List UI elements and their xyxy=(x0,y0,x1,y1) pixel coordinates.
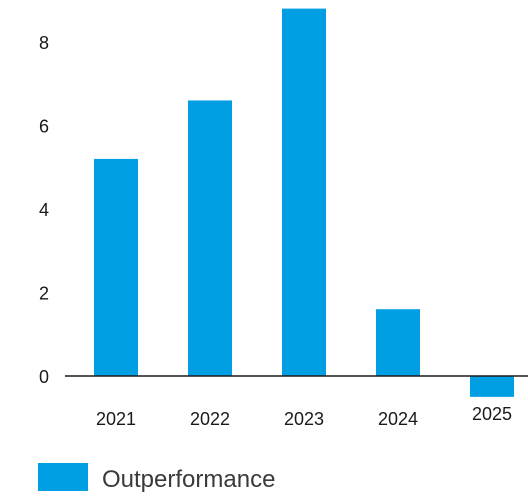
x-tick-label: 2024 xyxy=(378,409,418,429)
x-tick-label: 2025 xyxy=(472,404,512,424)
bar-2021 xyxy=(94,158,138,376)
bars-group xyxy=(94,8,514,397)
x-tick-label: 2022 xyxy=(190,409,230,429)
bar-2025 xyxy=(470,376,514,397)
legend-label: Outperformance xyxy=(102,466,275,493)
legend: Outperformance xyxy=(38,463,275,493)
x-tick-label: 2023 xyxy=(284,409,324,429)
x-tick-label: 2021 xyxy=(96,409,136,429)
legend-swatch xyxy=(38,463,88,491)
y-tick-label: 8 xyxy=(39,33,49,53)
y-axis: 0 2 4 6 8 xyxy=(39,33,49,387)
y-tick-label: 6 xyxy=(39,117,49,137)
y-tick-label: 0 xyxy=(39,367,49,387)
bar-2024 xyxy=(376,309,420,376)
y-tick-label: 4 xyxy=(39,200,49,220)
x-axis: 2021 2022 2023 2024 2025 xyxy=(96,404,512,429)
y-tick-label: 2 xyxy=(39,284,49,304)
bar-2023 xyxy=(282,8,326,376)
bar-2022 xyxy=(188,100,232,376)
